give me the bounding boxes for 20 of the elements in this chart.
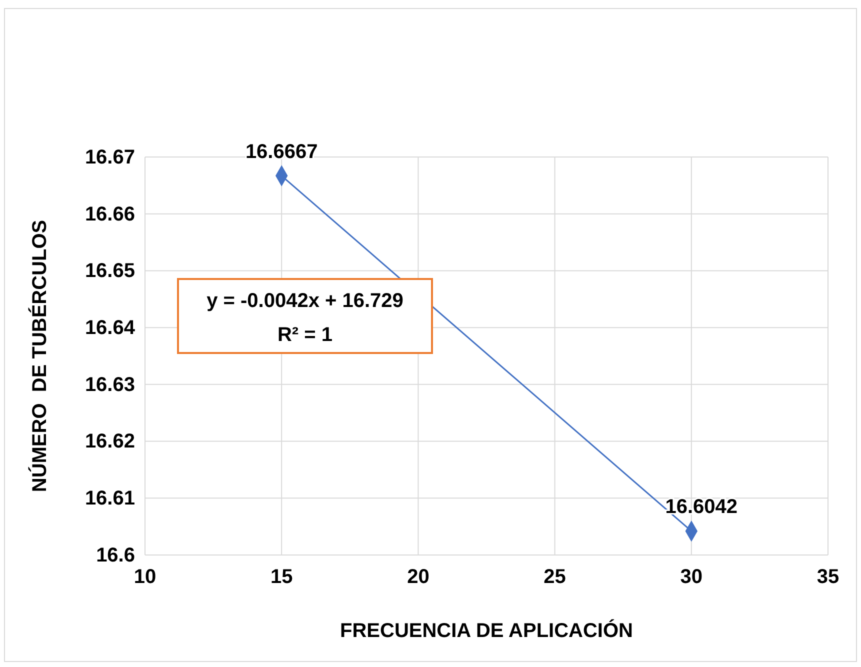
x-tick-label: 35 [816, 566, 840, 588]
x-tick-label: 10 [134, 566, 156, 588]
y-tick-label: 16.62 [84, 430, 135, 453]
y-axis-title: NÚMERO DE TUBÉRCULOS [28, 220, 51, 492]
x-tick-label: 15 [270, 566, 293, 588]
y-tick-label: 16.6 [96, 544, 135, 566]
text: 16.6042 [665, 496, 738, 518]
text: 16.6667 [245, 140, 318, 163]
y-tick-label: 16.64 [84, 316, 136, 339]
y-tick-label: 16.65 [84, 260, 135, 282]
x-tick-label: 30 [680, 566, 703, 588]
annotation: y = -0.0042x + 16.729 [206, 290, 404, 312]
y-tick-label: 16.61 [84, 488, 135, 510]
x-axis-title: FRECUENCIA DE APLICACIÓN [340, 619, 633, 642]
y-tick-label: 16.66 [84, 203, 135, 226]
y-tick-label: 16.63 [84, 374, 135, 396]
y-tick-label: 16.67 [84, 146, 135, 168]
x-tick-label: 20 [407, 566, 430, 588]
x-tick-label: 25 [544, 566, 566, 588]
annotation: R² = 1 [277, 324, 333, 346]
